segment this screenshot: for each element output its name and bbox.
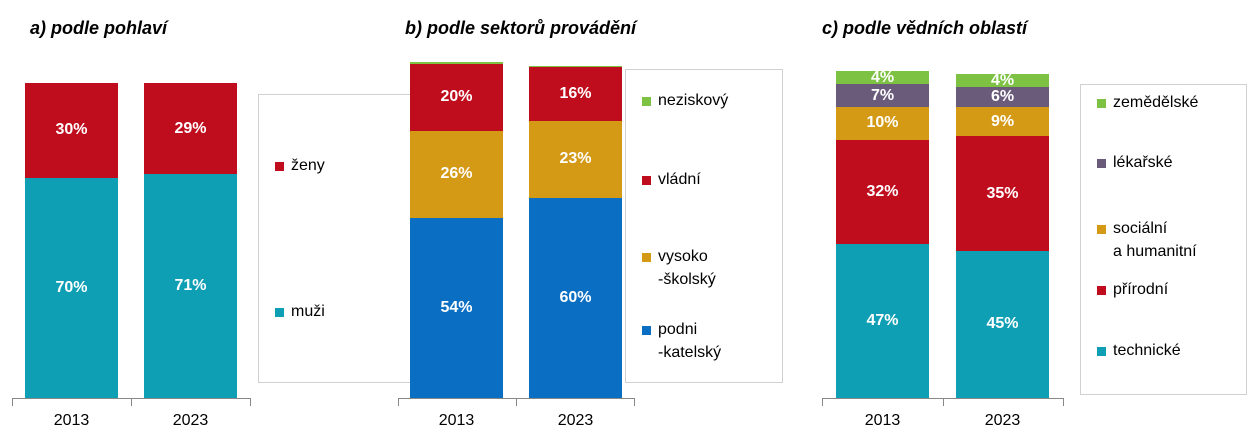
bar-segment bbox=[836, 71, 929, 85]
bar-segment bbox=[25, 83, 118, 178]
value-label: 23% bbox=[559, 150, 592, 168]
axis-tick bbox=[822, 398, 823, 406]
legend-label: vládní bbox=[658, 171, 701, 188]
bar-segment bbox=[529, 120, 622, 198]
legend-swatch bbox=[642, 97, 651, 106]
bar-segment bbox=[836, 244, 929, 398]
legend-label: neziskový bbox=[658, 92, 729, 109]
value-label: 45% bbox=[986, 315, 1019, 333]
bar-segment bbox=[836, 84, 929, 107]
legend-label: lékařské bbox=[1113, 154, 1173, 171]
legend-swatch bbox=[275, 308, 284, 317]
x-tick-label: 2023 bbox=[172, 412, 209, 429]
value-label: 16% bbox=[559, 85, 592, 103]
legend bbox=[625, 69, 783, 383]
x-tick-label: 2013 bbox=[864, 412, 901, 429]
legend-label: přírodní bbox=[1113, 281, 1169, 298]
x-tick-label: 2013 bbox=[438, 412, 475, 429]
chart-title: a) podle pohlaví bbox=[30, 18, 168, 38]
bar-segment bbox=[529, 197, 622, 398]
value-label: 20% bbox=[440, 88, 473, 106]
value-label: 35% bbox=[986, 184, 1019, 202]
chart-title: c) podle vědních oblastí bbox=[822, 18, 1028, 38]
bar-segment bbox=[144, 174, 237, 398]
legend-swatch bbox=[1097, 99, 1106, 108]
bar-segment bbox=[410, 64, 503, 131]
legend-swatch bbox=[1097, 286, 1106, 295]
value-label: 26% bbox=[440, 165, 473, 183]
x-tick-label: 2023 bbox=[557, 412, 594, 429]
bar-segment bbox=[144, 83, 237, 175]
legend-swatch bbox=[642, 326, 651, 335]
chart-title: b) podle sektorů provádění bbox=[405, 18, 637, 38]
bar-segment bbox=[956, 87, 1049, 107]
bar-segment bbox=[529, 65, 622, 68]
value-label: 30% bbox=[55, 121, 88, 139]
bar-segment bbox=[529, 67, 622, 121]
legend bbox=[258, 94, 414, 383]
value-label: 60% bbox=[559, 288, 592, 306]
legend-swatch bbox=[1097, 347, 1106, 356]
bar-segment bbox=[956, 106, 1049, 137]
value-label: 47% bbox=[866, 312, 899, 330]
axis-tick bbox=[1063, 398, 1064, 406]
bar-segment bbox=[25, 177, 118, 398]
value-label: 32% bbox=[866, 182, 899, 200]
x-tick-label: 2013 bbox=[53, 412, 90, 429]
legend bbox=[1080, 84, 1247, 395]
bar-segment bbox=[410, 130, 503, 218]
legend-label: zemědělské bbox=[1113, 94, 1199, 111]
legend-swatch bbox=[275, 162, 284, 171]
value-label: 71% bbox=[174, 277, 207, 295]
axis-tick bbox=[942, 398, 944, 406]
legend-label: sociální a humanitní bbox=[1113, 220, 1197, 260]
legend-label: podni -katelský bbox=[658, 321, 722, 361]
legend-swatch bbox=[1097, 159, 1106, 168]
axis-tick bbox=[131, 398, 132, 406]
legend-swatch bbox=[1097, 225, 1106, 234]
value-label: 9% bbox=[990, 112, 1015, 130]
x-tick-label: 2023 bbox=[984, 412, 1021, 429]
axis-tick bbox=[398, 398, 399, 406]
legend-label: ženy bbox=[291, 157, 325, 174]
bar-segment bbox=[410, 217, 503, 398]
value-label: 10% bbox=[866, 114, 899, 132]
legend-label: technické bbox=[1113, 342, 1181, 359]
legend-label: vysoko -školský bbox=[658, 248, 716, 288]
bar-segment bbox=[836, 139, 929, 245]
axis-tick bbox=[250, 398, 251, 406]
bar-segment bbox=[956, 74, 1049, 88]
bar-segment bbox=[956, 136, 1049, 251]
bar-segment bbox=[836, 106, 929, 140]
value-label: 6% bbox=[990, 88, 1015, 106]
value-label: 4% bbox=[990, 71, 1015, 89]
axis-tick bbox=[634, 398, 635, 406]
bar-segment bbox=[410, 62, 503, 64]
axis-tick bbox=[12, 398, 13, 406]
value-label: 7% bbox=[870, 86, 895, 104]
axis-tick bbox=[516, 398, 517, 406]
bar-segment bbox=[956, 250, 1049, 398]
value-label: 54% bbox=[440, 298, 473, 316]
legend-swatch bbox=[642, 176, 651, 185]
value-label: 4% bbox=[870, 68, 895, 86]
legend-swatch bbox=[642, 253, 651, 262]
value-label: 70% bbox=[55, 278, 88, 296]
legend-label: muži bbox=[291, 303, 325, 320]
value-label: 29% bbox=[174, 119, 207, 137]
